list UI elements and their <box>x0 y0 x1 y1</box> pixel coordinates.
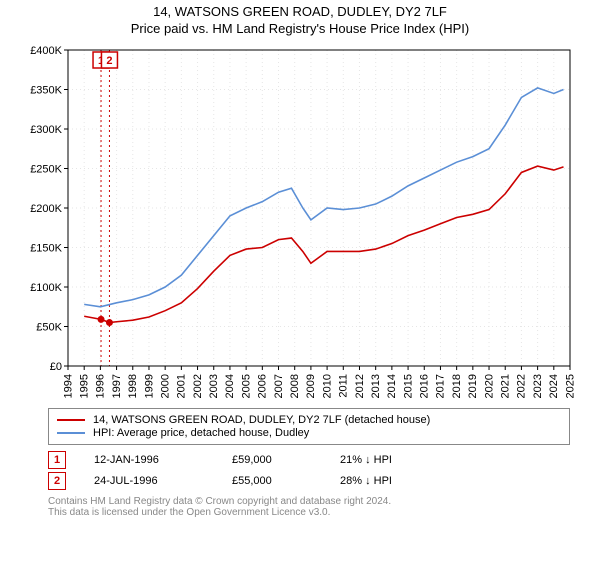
svg-text:1997: 1997 <box>111 374 123 398</box>
svg-text:2007: 2007 <box>273 374 285 398</box>
svg-text:2010: 2010 <box>321 374 333 398</box>
svg-text:£400K: £400K <box>30 45 62 57</box>
svg-text:1998: 1998 <box>127 374 139 398</box>
price-chart: £0 £50K £100K £150K £200K £250K £300K £350K £400… <box>20 44 580 404</box>
footer-attribution: Contains HM Land Registry data © Crown c… <box>48 496 570 518</box>
svg-text:2005: 2005 <box>240 374 252 398</box>
sale-date: 24-JUL-1996 <box>94 475 204 487</box>
svg-text:£150K: £150K <box>30 243 62 255</box>
svg-text:£0: £0 <box>50 361 62 373</box>
sale-hpi-diff: 21% ↓ HPI <box>340 454 430 466</box>
legend-item: HPI: Average price, detached house, Dudl… <box>57 427 561 439</box>
chart-titles: 14, WATSONS GREEN ROAD, DUDLEY, DY2 7LF … <box>0 4 600 36</box>
svg-text:2014: 2014 <box>386 374 398 398</box>
svg-text:2013: 2013 <box>370 374 382 398</box>
svg-text:1995: 1995 <box>78 374 90 398</box>
sales-table: 1 12-JAN-1996 £59,000 21% ↓ HPI 2 24-JUL… <box>48 451 570 490</box>
svg-text:2018: 2018 <box>451 374 463 398</box>
footer-line: Contains HM Land Registry data © Crown c… <box>48 496 570 507</box>
sale-marker-icon: 2 <box>48 472 66 490</box>
footer-line: This data is licensed under the Open Gov… <box>48 507 570 518</box>
svg-text:£200K: £200K <box>30 203 62 215</box>
sale-price: £55,000 <box>232 475 312 487</box>
svg-text:2004: 2004 <box>224 374 236 398</box>
title-address: 14, WATSONS GREEN ROAD, DUDLEY, DY2 7LF <box>0 4 600 19</box>
svg-text:1999: 1999 <box>143 374 155 398</box>
chart-container: £0 £50K £100K £150K £200K £250K £300K £350K £400… <box>20 44 580 404</box>
svg-text:2023: 2023 <box>532 374 544 398</box>
svg-text:2008: 2008 <box>289 374 301 398</box>
svg-text:1994: 1994 <box>62 374 74 398</box>
svg-text:2017: 2017 <box>435 374 447 398</box>
svg-text:2006: 2006 <box>257 374 269 398</box>
svg-text:2020: 2020 <box>483 374 495 398</box>
svg-text:£250K: £250K <box>30 164 62 176</box>
svg-text:£100K: £100K <box>30 282 62 294</box>
svg-text:2019: 2019 <box>467 374 479 398</box>
svg-text:2000: 2000 <box>159 374 171 398</box>
legend-label: HPI: Average price, detached house, Dudl… <box>93 427 309 439</box>
sale-date: 12-JAN-1996 <box>94 454 204 466</box>
svg-text:2012: 2012 <box>354 374 366 398</box>
svg-text:2003: 2003 <box>208 374 220 398</box>
svg-text:1996: 1996 <box>95 374 107 398</box>
svg-text:£350K: £350K <box>30 85 62 97</box>
legend-swatch <box>57 419 85 421</box>
svg-text:£300K: £300K <box>30 124 62 136</box>
sale-marker-icon: 1 <box>48 451 66 469</box>
svg-text:2011: 2011 <box>338 374 350 398</box>
svg-text:2009: 2009 <box>305 374 317 398</box>
svg-text:2001: 2001 <box>176 374 188 398</box>
svg-text:2: 2 <box>106 55 112 67</box>
svg-text:2015: 2015 <box>402 374 414 398</box>
svg-text:2002: 2002 <box>192 374 204 398</box>
sale-price: £59,000 <box>232 454 312 466</box>
legend-item: 14, WATSONS GREEN ROAD, DUDLEY, DY2 7LF … <box>57 414 561 426</box>
svg-text:2025: 2025 <box>564 374 576 398</box>
table-row: 2 24-JUL-1996 £55,000 28% ↓ HPI <box>48 472 570 490</box>
svg-text:2021: 2021 <box>500 374 512 398</box>
table-row: 1 12-JAN-1996 £59,000 21% ↓ HPI <box>48 451 570 469</box>
svg-text:2022: 2022 <box>516 374 528 398</box>
legend: 14, WATSONS GREEN ROAD, DUDLEY, DY2 7LF … <box>48 408 570 445</box>
legend-swatch <box>57 432 85 434</box>
legend-label: 14, WATSONS GREEN ROAD, DUDLEY, DY2 7LF … <box>93 414 430 426</box>
svg-text:2024: 2024 <box>548 374 560 398</box>
svg-text:£50K: £50K <box>36 322 62 334</box>
sale-hpi-diff: 28% ↓ HPI <box>340 475 430 487</box>
title-subtitle: Price paid vs. HM Land Registry's House … <box>0 21 600 36</box>
svg-text:2016: 2016 <box>419 374 431 398</box>
